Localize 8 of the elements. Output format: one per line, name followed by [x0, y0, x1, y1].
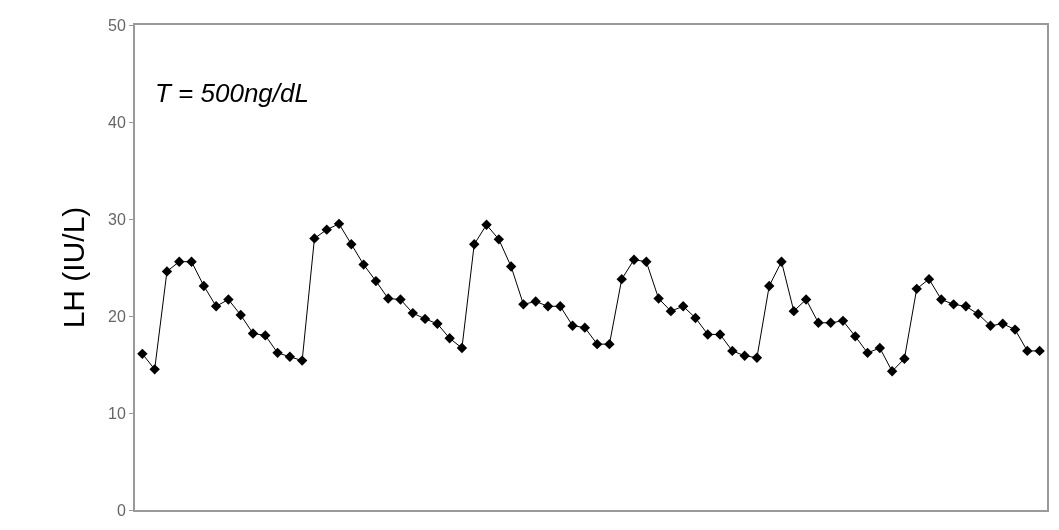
y-tick-label: 20 — [108, 307, 126, 325]
y-tick-label: 40 — [108, 113, 126, 131]
y-tick-label: 30 — [108, 210, 126, 228]
annotation: T = 500ng/dL — [155, 78, 309, 108]
y-axis-title: LH (IU/L) — [56, 206, 90, 329]
y-tick-label: 50 — [108, 16, 126, 34]
y-tick-label: 10 — [108, 404, 126, 422]
y-tick-label: 0 — [116, 501, 126, 519]
